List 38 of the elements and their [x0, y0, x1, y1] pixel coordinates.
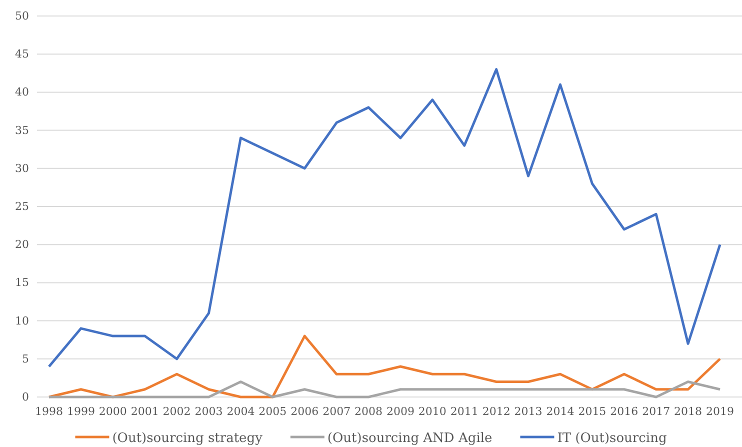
x-tick-label: 2018: [674, 404, 702, 418]
y-tick-label: 30: [15, 162, 29, 175]
x-tick-label: 2005: [258, 404, 287, 418]
x-tick-label: 2004: [226, 404, 255, 418]
x-tick-label: 2013: [514, 404, 542, 418]
x-tick-label: 2017: [642, 404, 670, 418]
x-tick-label: 1998: [35, 404, 63, 418]
y-tick-label: 5: [22, 352, 29, 366]
x-tick-label: 2000: [98, 404, 127, 418]
y-tick-label: 25: [15, 200, 29, 214]
y-tick-label: 50: [15, 10, 29, 23]
x-tick-label: 2006: [290, 404, 319, 418]
y-tick-label: 40: [15, 86, 29, 99]
y-tick-label: 10: [15, 314, 29, 328]
legend-label: (Out)sourcing strategy: [112, 431, 264, 446]
x-tick-label: 2014: [546, 404, 574, 418]
x-tick-label: 2001: [130, 404, 159, 418]
x-tick-label: 2007: [322, 404, 351, 418]
y-tick-label: 0: [22, 390, 29, 404]
y-tick-label: 15: [15, 276, 29, 290]
x-tick-label: 2016: [610, 404, 638, 418]
line-series: [48, 334, 722, 398]
x-tick-label: 2010: [418, 404, 446, 418]
legend-label: (Out)sourcing AND Agile: [327, 431, 493, 446]
line-series: [48, 68, 722, 368]
x-tick-label: 2019: [706, 404, 734, 418]
legend-label: IT (Out)sourcing: [557, 431, 667, 446]
x-tick-label: 2008: [354, 404, 383, 418]
y-tick-label: 35: [15, 124, 29, 137]
x-tick-label: 1999: [66, 404, 95, 418]
x-tick-label: 2015: [578, 404, 606, 418]
x-tick-label: 2009: [386, 404, 414, 418]
y-tick-label: 20: [15, 238, 29, 252]
x-tick-label: 2003: [194, 404, 223, 418]
y-tick-label: 45: [15, 48, 29, 61]
x-tick-label: 2011: [450, 404, 478, 418]
x-tick-label: 2002: [162, 404, 191, 418]
x-tick-label: 2012: [482, 404, 510, 418]
